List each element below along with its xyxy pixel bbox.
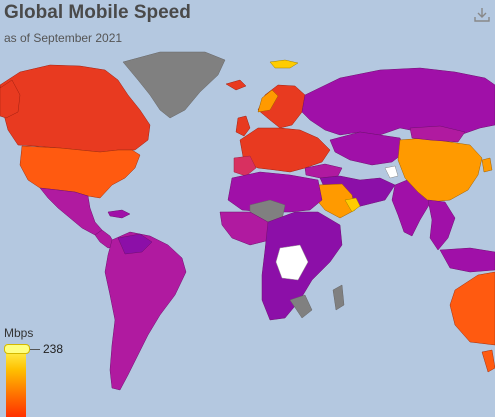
region-canada[interactable] (0, 64, 151, 153)
region-south-america[interactable] (104, 231, 187, 391)
legend-tick-line (30, 349, 40, 350)
region-congo[interactable] (275, 244, 309, 281)
region-greenland[interactable] (122, 51, 226, 119)
region-west-africa[interactable] (219, 211, 271, 246)
region-australia[interactable] (449, 271, 495, 346)
page-title: Global Mobile Speed (4, 2, 191, 23)
region-iran[interactable] (384, 165, 399, 179)
region-uk[interactable] (235, 115, 251, 137)
region-russia[interactable] (301, 67, 495, 136)
page-subtitle: as of September 2021 (4, 31, 123, 45)
region-china[interactable] (397, 137, 483, 203)
region-indonesia[interactable] (439, 247, 495, 273)
legend-range-handle[interactable] (4, 344, 30, 354)
region-north-africa[interactable] (227, 171, 323, 213)
region-venezuela[interactable] (117, 233, 153, 255)
region-new-zealand[interactable] (481, 349, 495, 373)
legend-color-bar (6, 344, 26, 417)
region-alaska[interactable] (0, 79, 21, 119)
region-norway[interactable] (257, 89, 279, 113)
region-usa[interactable] (19, 145, 141, 199)
region-svalbard[interactable] (269, 59, 299, 69)
region-southeast-asia[interactable] (427, 199, 456, 251)
legend-title: Mbps (4, 326, 34, 340)
region-caribbean[interactable] (107, 209, 131, 219)
region-oman[interactable] (344, 197, 361, 213)
region-madagascar[interactable] (332, 284, 345, 311)
region-central-asia[interactable] (329, 131, 406, 166)
region-europe[interactable] (239, 127, 331, 173)
region-iberia[interactable] (233, 155, 257, 177)
legend-max-label: 238 (43, 342, 64, 356)
region-korea[interactable] (481, 157, 493, 173)
region-south-africa-nodata[interactable] (289, 294, 313, 319)
download-icon[interactable] (473, 6, 491, 24)
region-iceland[interactable] (225, 79, 247, 91)
region-mongolia[interactable] (409, 125, 466, 143)
